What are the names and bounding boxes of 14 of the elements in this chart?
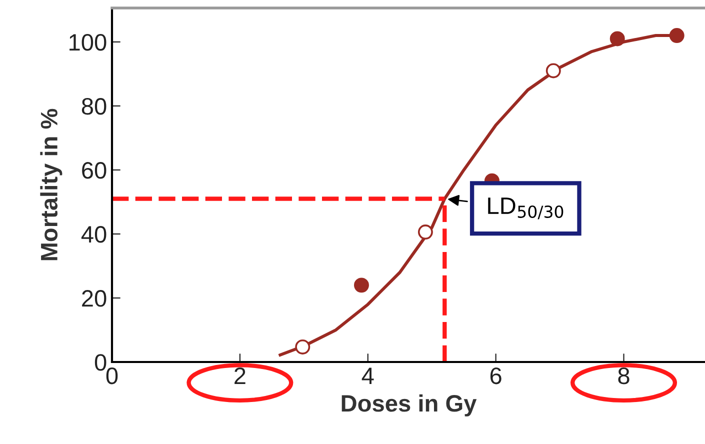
x-tick-label: 0 <box>106 367 118 384</box>
x-tick-label: 6 <box>490 367 502 384</box>
x-tick-label: 2 <box>234 367 246 384</box>
x-tick-label: 4 <box>362 368 374 384</box>
x-tick-label: 8 <box>618 367 630 384</box>
annotation: LD$_{50/30}$ <box>488 198 564 220</box>
y-tick-label: 80 <box>82 98 106 115</box>
x-axis-title: Doses in Gy <box>342 394 477 416</box>
y-tick-label: 0 <box>94 354 106 371</box>
y-tick-label: 40 <box>81 226 106 243</box>
y-tick-label: 60 <box>82 162 106 179</box>
y-tick-label: 20 <box>82 290 106 307</box>
y-axis-title: Mortality in % <box>40 108 62 260</box>
y-tick-label: 100 <box>70 34 106 51</box>
